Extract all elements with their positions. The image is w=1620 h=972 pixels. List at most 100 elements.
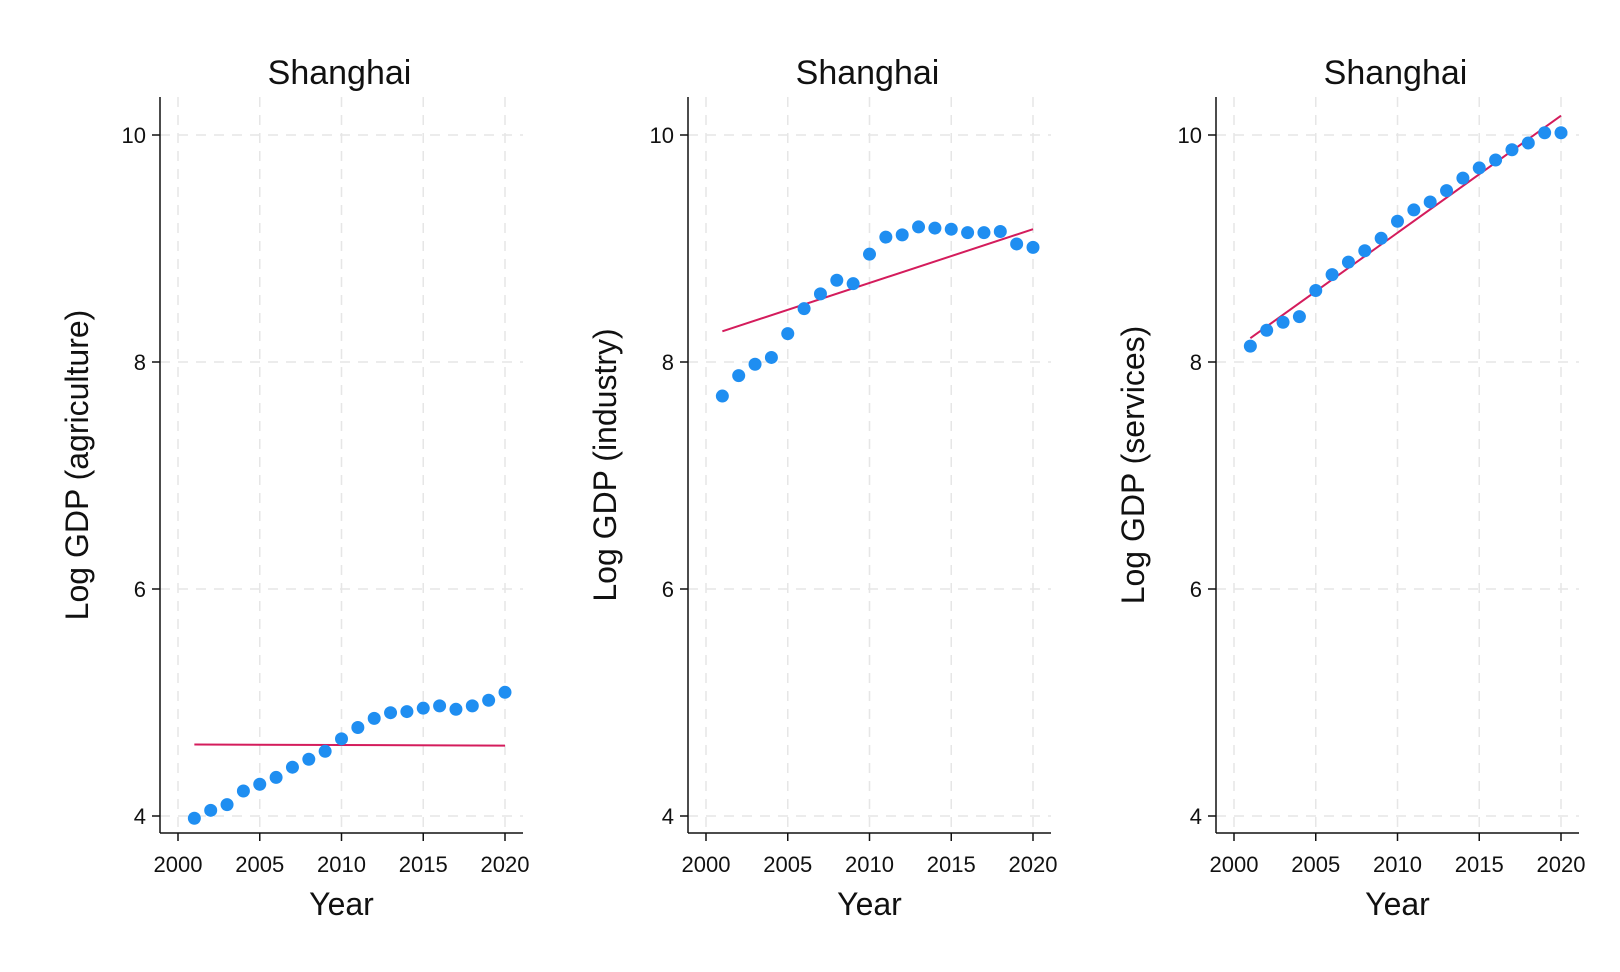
y-tick-label-1: 6 [134,577,146,602]
x-tick-label-4: 2020 [481,852,530,877]
data-point-2003 [748,357,762,371]
data-point-2016 [1489,153,1503,167]
x-axis-label: Year [837,886,902,922]
data-point-2014 [1456,171,1470,185]
data-point-2012 [895,228,909,242]
data-point-2001 [187,811,201,825]
data-point-2018 [1521,136,1535,150]
data-point-2006 [1325,268,1339,282]
panel-services: 4 6 8 10 2000 2005 2010 2015 2020 Shanghai Year… [1115,54,1585,922]
data-point-2007 [813,287,827,301]
data-point-2007 [1341,255,1355,269]
x-tick-label-3: 2015 [399,852,448,877]
data-point-2016 [961,226,975,240]
data-point-2017 [449,702,463,716]
x-tick-label-2: 2010 [1373,852,1422,877]
y-tick-label-0: 4 [134,804,146,829]
y-ticks: 4 6 8 10 [1178,123,1216,829]
data-point-2010 [863,247,876,261]
y-tick-label-1: 6 [662,577,674,602]
data-point-2009 [318,744,332,758]
y-tick-label-2: 8 [1190,350,1202,375]
data-point-2006 [797,302,811,316]
data-point-2017 [977,226,991,240]
data-point-2011 [1407,203,1421,217]
x-tick-label-3: 2015 [927,852,976,877]
data-point-2010 [335,732,348,746]
data-point-2015 [1472,161,1486,175]
y-tick-label-3: 10 [650,123,674,148]
grid [688,97,1051,833]
x-ticks: 2000 2005 2010 2015 2020 [682,833,1058,877]
fit-line [194,743,506,747]
x-ticks: 2000 2005 2010 2015 2020 [1210,833,1586,877]
chart-title: Shanghai [796,54,940,92]
data-point-2007 [285,760,299,774]
fit-layer [722,228,1034,333]
points [187,685,512,825]
data-point-2002 [204,803,218,817]
panel-industry: 4 6 8 10 2000 2005 2010 2015 2020 Shanghai Year… [587,54,1057,922]
data-point-2014 [928,221,942,235]
data-point-2018 [993,224,1007,238]
data-point-2004 [1292,310,1306,324]
data-point-2017 [1505,143,1519,157]
points [1243,126,1568,353]
x-tick-label-1: 2005 [235,852,284,877]
y-tick-label-0: 4 [662,804,674,829]
fit-layer [194,743,506,747]
data-point-2002 [1260,323,1274,337]
y-axis-label: Log GDP (services) [1115,326,1151,605]
data-point-2015 [416,701,430,715]
data-point-2013 [384,706,398,720]
points [715,220,1040,403]
data-point-2016 [433,699,447,713]
y-tick-label-3: 10 [1178,123,1202,148]
y-tick-label-2: 8 [134,350,146,375]
x-axis-label: Year [309,886,374,922]
y-tick-label-1: 6 [1190,577,1202,602]
x-tick-label-3: 2015 [1455,852,1504,877]
x-tick-label-2: 2010 [317,852,366,877]
data-point-2019 [1538,126,1552,140]
x-tick-label-4: 2020 [1009,852,1058,877]
data-point-2003 [1276,315,1290,329]
y-ticks: 4 6 8 10 [650,123,688,829]
data-point-2012 [1423,195,1437,209]
x-axis-label: Year [1365,886,1430,922]
data-point-2002 [732,369,746,383]
data-point-2012 [367,711,381,725]
data-point-2015 [944,222,958,236]
data-point-2004 [764,350,778,364]
data-point-2006 [269,770,283,784]
data-point-2020 [1554,126,1568,140]
x-tick-label-4: 2020 [1537,852,1586,877]
y-tick-label-3: 10 [122,123,146,148]
data-point-2008 [302,752,316,766]
chart-title: Shanghai [1324,54,1468,92]
data-point-2001 [1243,339,1257,353]
x-tick-label-0: 2000 [154,852,203,877]
x-tick-label-1: 2005 [1291,852,1340,877]
data-point-2009 [846,277,860,291]
data-point-2008 [1358,244,1372,258]
data-point-2014 [400,705,414,719]
x-tick-label-0: 2000 [1210,852,1259,877]
x-ticks: 2000 2005 2010 2015 2020 [154,833,530,877]
data-point-2020 [1026,240,1040,254]
data-point-2011 [351,720,365,734]
data-point-2005 [1309,283,1323,297]
data-point-2020 [498,685,512,699]
x-tick-label-1: 2005 [763,852,812,877]
data-point-2009 [1374,231,1388,245]
data-point-2008 [830,273,844,287]
data-point-2010 [1391,214,1404,228]
y-ticks: 4 6 8 10 [122,123,160,829]
data-point-2013 [912,220,926,234]
data-point-2003 [220,798,234,812]
data-point-2005 [253,777,267,791]
panel-agriculture: 4 6 8 10 2000 2005 2010 2015 2020 Shanghai Year… [59,54,529,922]
grid [160,97,523,833]
data-point-2005 [781,327,795,341]
